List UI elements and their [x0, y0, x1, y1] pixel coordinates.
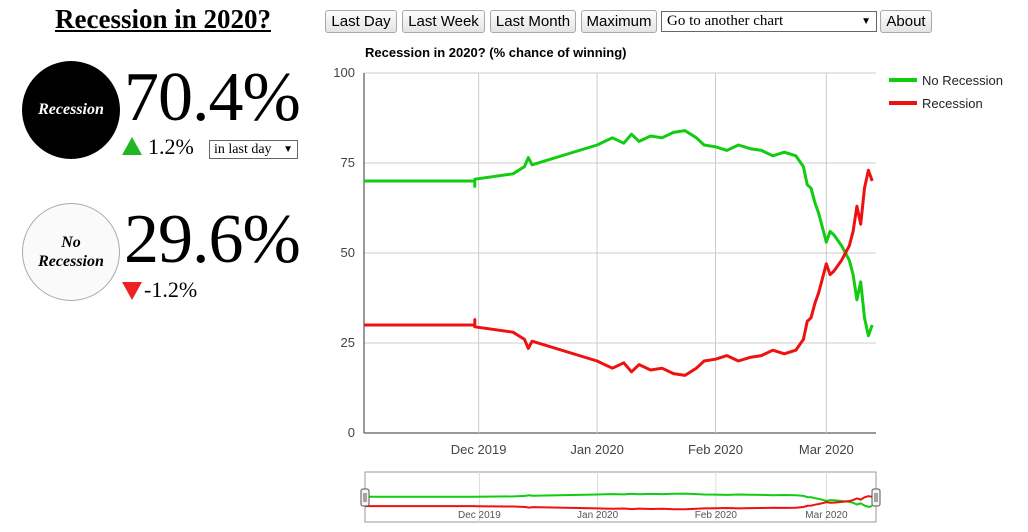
- x-tick-label: Dec 2019: [451, 442, 507, 457]
- navigator-series-line: [365, 495, 873, 511]
- up-arrow-icon: [122, 137, 142, 155]
- series-line-recession: [364, 168, 874, 377]
- no-recession-change-value: -1.2%: [144, 277, 198, 302]
- navigator-tick-label: Mar 2020: [805, 510, 848, 521]
- period-select-value: in last day: [214, 141, 272, 157]
- last-month-button[interactable]: Last Month: [490, 10, 576, 33]
- recession-badge-label: Recession: [38, 101, 104, 118]
- no-recession-percent: 29.6%: [124, 201, 301, 278]
- y-tick-label: 25: [341, 335, 355, 350]
- no-recession-badge-label: No Recession: [38, 234, 104, 270]
- navigator-right-handle[interactable]: [871, 488, 881, 507]
- range-navigator[interactable]: Dec 2019 Jan 2020 Feb 2020 Mar 2020: [360, 471, 881, 523]
- no-recession-change: -1.2%: [122, 277, 197, 303]
- period-select[interactable]: in last day ▼: [209, 140, 298, 159]
- recession-change: 1.2%: [122, 134, 194, 160]
- recession-percent: 70.4%: [124, 59, 301, 136]
- chart-select-value: Go to another chart: [667, 13, 784, 29]
- dropdown-caret-icon: ▼: [861, 16, 871, 27]
- navigator-left-handle[interactable]: [360, 488, 370, 507]
- navigator-tick-label: Feb 2020: [695, 510, 738, 521]
- maximum-button[interactable]: Maximum: [581, 10, 657, 33]
- x-tick-label: Feb 2020: [688, 442, 743, 457]
- chart-select[interactable]: Go to another chart ▼: [661, 11, 877, 32]
- navigator-tick-label: Dec 2019: [458, 510, 501, 521]
- last-week-button[interactable]: Last Week: [402, 10, 485, 33]
- y-tick-label: 100: [333, 65, 355, 80]
- about-button[interactable]: About: [880, 10, 932, 33]
- navigator-tick-label: Jan 2020: [577, 510, 619, 521]
- page-title: Recession in 2020?: [55, 4, 271, 34]
- y-tick-label: 50: [341, 245, 355, 260]
- legend-label: No Recession: [922, 73, 1003, 88]
- legend-label: Recession: [922, 96, 983, 111]
- series-line-no-recession: [364, 129, 874, 338]
- navigator-series-line: [365, 492, 873, 508]
- dropdown-caret-icon: ▼: [283, 144, 293, 155]
- last-day-button[interactable]: Last Day: [325, 10, 397, 33]
- no-recession-badge: No Recession: [22, 203, 120, 301]
- down-arrow-icon: [122, 282, 142, 300]
- chart-title: Recession in 2020? (% chance of winning): [365, 45, 627, 60]
- y-tick-label: 75: [341, 155, 355, 170]
- recession-badge: Recession: [22, 61, 120, 159]
- x-tick-label: Jan 2020: [570, 442, 624, 457]
- recession-change-value: 1.2%: [148, 134, 194, 159]
- x-tick-label: Mar 2020: [799, 442, 854, 457]
- y-tick-label: 0: [348, 425, 355, 440]
